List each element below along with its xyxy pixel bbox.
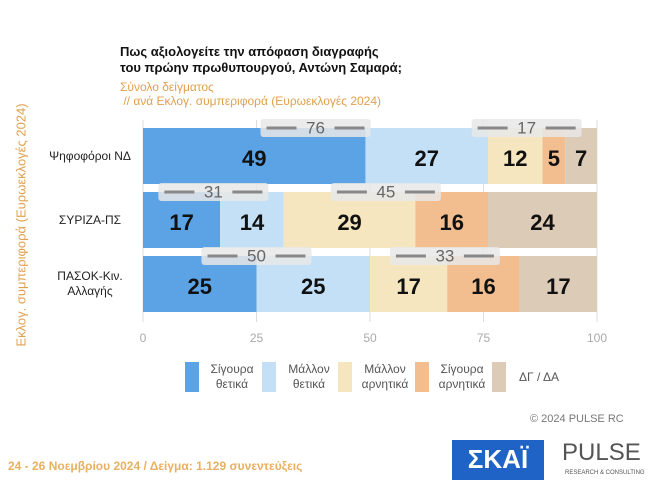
bar-segment	[143, 256, 257, 312]
total-label: 76	[306, 118, 325, 137]
legend-label: Σίγουρα αρνητικά	[438, 362, 486, 391]
legend-label: Μάλλον θετικά	[288, 362, 330, 391]
bar-segment	[415, 192, 489, 248]
subtitle: Σύνολο δείγματος // ανά Εκλογ. συμπεριφο…	[120, 80, 381, 108]
subtitle-line: Σύνολο δείγματος	[120, 80, 214, 94]
legend-swatch	[262, 362, 276, 392]
value-label: 17	[396, 274, 420, 299]
bar-segment	[542, 128, 566, 184]
value-label: 25	[188, 274, 212, 299]
value-label: 7	[575, 146, 587, 171]
copyright: © 2024 PULSE RC	[530, 413, 624, 425]
title-line: του πρώην πρωθυπουργού, Αντώνη Σαμαρά;	[120, 60, 402, 75]
legend-swatch	[185, 362, 199, 392]
total-box	[158, 183, 269, 201]
value-label: 12	[503, 146, 527, 171]
value-label: 17	[546, 274, 570, 299]
logo-skai: ΣΚΑΪ	[468, 444, 529, 474]
value-label: 14	[240, 210, 265, 235]
bar-segment	[488, 128, 543, 184]
legend-swatch	[338, 362, 352, 392]
x-tick-label: 75	[477, 331, 491, 345]
total-label: 45	[376, 182, 395, 201]
subtitle-line: // ανά Εκλογ. συμπεριφορά (Ευρωεκλογές 2…	[120, 94, 382, 108]
total-box	[389, 247, 500, 265]
category-label: Ψηφοφόροι ΝΔ	[49, 148, 131, 163]
bar-segment	[143, 128, 366, 184]
legend-swatch	[492, 362, 506, 392]
value-label: 16	[439, 210, 463, 235]
total-box	[260, 119, 371, 137]
x-tick-label: 0	[140, 331, 147, 345]
bar-segment	[283, 192, 416, 248]
bar-segment	[565, 128, 597, 184]
legend-label: Σίγουρα θετικά	[210, 362, 254, 391]
value-label: 5	[548, 146, 560, 171]
category-label: ΠΑΣΟΚ-Κιν. Αλλαγής	[57, 269, 123, 298]
total-label: 50	[247, 246, 266, 265]
total-box	[471, 119, 582, 137]
total-label: 33	[435, 246, 454, 265]
title: Πως αξιολογείτε την απόφαση διαγραφής το…	[120, 44, 402, 76]
y-axis-label: Εκλογ. συμπεριφορά (Ευρωεκλογές 2024)	[13, 103, 28, 346]
total-label: 17	[517, 118, 536, 137]
value-label: 49	[242, 146, 266, 171]
total-box	[201, 247, 312, 265]
value-label: 24	[530, 210, 555, 235]
legend-label: ΔΓ / ΔΑ	[519, 369, 559, 384]
x-tick-label: 25	[250, 331, 264, 345]
bar-segment	[256, 256, 370, 312]
legend-swatch	[415, 362, 429, 392]
value-label: 17	[169, 210, 193, 235]
category-label: ΣΥΡΙΖΑ-ΠΣ	[58, 212, 122, 227]
logo-box	[452, 440, 544, 480]
total-label: 31	[204, 182, 223, 201]
total-box	[330, 183, 441, 201]
x-tick-label: 50	[363, 331, 377, 345]
bar-segment	[519, 256, 597, 312]
value-label: 29	[337, 210, 361, 235]
x-tick-label: 100	[587, 331, 607, 345]
value-label: 27	[415, 146, 439, 171]
bar-segment	[370, 256, 448, 312]
bar-segment	[143, 192, 221, 248]
title-line: Πως αξιολογείτε την απόφαση διαγραφής	[120, 44, 379, 59]
value-label: 25	[301, 274, 325, 299]
logo-pulse: PULSE	[562, 439, 641, 466]
value-label: 16	[471, 274, 495, 299]
logo-pulse-sub: RESEARCH & CONSULTING	[565, 470, 645, 476]
bar-segment	[365, 128, 489, 184]
footer: 24 - 26 Νοεμβρίου 2024 / Δείγμα: 1.129 σ…	[8, 459, 302, 473]
bar-segment	[220, 192, 284, 248]
bar-segment	[447, 256, 520, 312]
legend-label: Μάλλον αρνητικά	[361, 362, 409, 391]
bar-segment	[488, 192, 597, 248]
